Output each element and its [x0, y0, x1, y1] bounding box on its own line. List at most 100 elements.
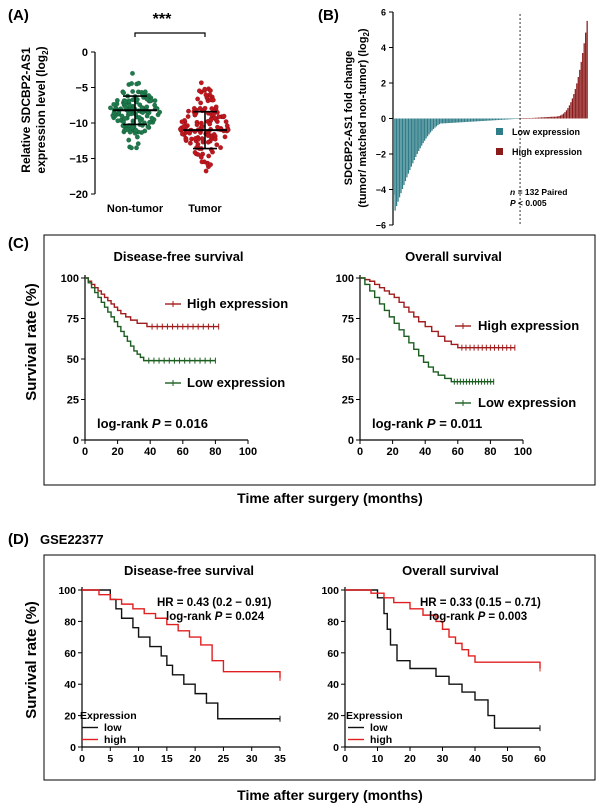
panel-b-bar — [511, 118, 513, 120]
panel-a-xtick-nontumor: Non-tumor — [107, 203, 164, 215]
panel-d-dfs-ytick-label: 40 — [64, 679, 76, 691]
panel-d-os-xtick-label: 0 — [342, 753, 348, 765]
panel-a-point — [210, 97, 216, 103]
panel-c-dfs-ytick-label: 75 — [67, 314, 79, 326]
panel-a-point — [114, 97, 120, 103]
panel-b-bar — [493, 118, 495, 121]
panel-b-ytick-label: −2 — [376, 150, 386, 160]
panel-b-bar — [435, 118, 438, 127]
panel-b-bar — [478, 118, 480, 122]
svg-text:SDCBP2-AS1 fold change: SDCBP2-AS1 fold change — [343, 51, 355, 185]
panel-d-dfs-ytick-label: 80 — [64, 616, 76, 628]
panel-b-bar — [422, 118, 424, 144]
panel-b-bar — [580, 61, 582, 119]
legend-high-label: High expression — [512, 147, 582, 157]
panel-a-point — [218, 145, 224, 151]
panel-b-ytick-label: −6 — [376, 221, 386, 231]
panel-a-point — [130, 70, 135, 76]
panel-b-bar — [452, 118, 454, 123]
panel-b-bar — [418, 118, 420, 152]
panel-a-ytick-label: −5 — [75, 83, 88, 95]
panel-a-point — [115, 118, 121, 124]
panel-a-point — [119, 113, 125, 119]
panel-b-bar — [431, 118, 433, 131]
panel-b-bar — [463, 118, 466, 123]
panel-a-point — [215, 124, 220, 130]
panel-a-point — [135, 141, 141, 147]
panel-a-point — [194, 122, 200, 128]
panel-b-bar — [494, 118, 497, 121]
panel-b-ytick-label: −4 — [376, 185, 386, 195]
panel-b-bar — [497, 118, 500, 121]
panel-b-bar — [536, 117, 538, 119]
panel-c-os-xtick-label: 100 — [514, 446, 532, 458]
panel-a-point — [212, 136, 218, 142]
panel-d-os-curve-low — [345, 589, 540, 729]
panel-d-dfs-ytick-label: 60 — [64, 648, 76, 660]
panel-a-point — [145, 124, 151, 130]
legend-high-swatch — [496, 148, 503, 155]
panel-b-bar — [462, 118, 464, 123]
panel-a-point — [186, 108, 191, 114]
panel-b-bar — [438, 118, 441, 125]
panel-a-point — [199, 159, 205, 165]
panel-b-bar — [582, 53, 584, 119]
panel-c-dfs-ytick-label: 25 — [67, 395, 79, 407]
panel-a-point — [144, 96, 150, 102]
panel-a-point — [187, 130, 193, 136]
panel-b-bar — [505, 118, 507, 120]
panel-b-bar — [447, 118, 449, 124]
panel-d-logrank: log-rank P = 0.003 — [429, 611, 527, 623]
panel-b-bar — [508, 118, 510, 120]
panel-b-bar — [460, 118, 463, 123]
panel-a-ytick-label: 0 — [82, 47, 88, 59]
panel-c-os-ytick-label: 0 — [348, 435, 354, 447]
panel-c-legend-label: High expression — [478, 318, 579, 333]
panel-a-point — [198, 154, 204, 160]
panel-b-bar — [483, 118, 485, 121]
panel-a-point — [183, 136, 189, 142]
panel-b-bar — [472, 118, 475, 122]
panel-a-point — [209, 106, 215, 112]
panel-b-bar — [443, 118, 445, 124]
significance-bracket — [134, 32, 206, 37]
panel-b-bar — [471, 118, 473, 122]
panel-a-xtick-tumor: Tumor — [188, 203, 222, 215]
panel-b-bar — [398, 118, 401, 198]
panel-b-bar — [434, 118, 436, 128]
panel-a-point — [130, 89, 136, 94]
panel-b-bar — [475, 118, 477, 122]
panel-c-dfs-xtick-label: 80 — [209, 446, 221, 458]
panel-b-bar — [468, 118, 470, 122]
panel-b-bar — [424, 118, 426, 141]
panel-d-os-ytick-label: 0 — [333, 742, 339, 754]
panel-c-os-ytick-label: 25 — [342, 395, 354, 407]
panel-d-legend-label: low — [370, 722, 388, 734]
panel-b-bar — [583, 43, 585, 119]
panel-b-bar — [406, 118, 408, 178]
panel-b-bar — [487, 118, 489, 121]
panel-b-bar — [530, 118, 532, 119]
panel-b-bar — [481, 118, 483, 122]
panel-d-os-xtick-label: 60 — [534, 753, 546, 765]
panel-a-point — [208, 162, 214, 168]
panel-b-bar — [520, 118, 522, 119]
panel-a-point — [133, 127, 139, 133]
panel-b-bar — [450, 118, 452, 123]
panel-c-legend-label: Low expression — [187, 375, 285, 390]
panel-b-bar — [412, 118, 414, 164]
panel-d-dfs-ytick-label: 100 — [58, 585, 76, 597]
panel-c-dfs-curve-low-expression — [85, 277, 216, 362]
legend-low-swatch — [496, 128, 503, 135]
panel-b-bar — [466, 118, 469, 122]
panel-b-bar — [545, 117, 547, 119]
panel-c-charts: 0 25 50 75 100 0 20 40 60 80 100 Disease-free survi… — [61, 249, 580, 458]
panel-b-bar — [416, 118, 418, 154]
panel-d-os-xtick-label: 40 — [469, 753, 481, 765]
panel-d-os-curve-high — [345, 589, 541, 669]
panel-d-os-xtick-label: 10 — [372, 753, 384, 765]
panel-b-bar — [565, 110, 568, 119]
panel-b-bar — [558, 116, 560, 119]
panel-b-bar — [480, 118, 482, 122]
